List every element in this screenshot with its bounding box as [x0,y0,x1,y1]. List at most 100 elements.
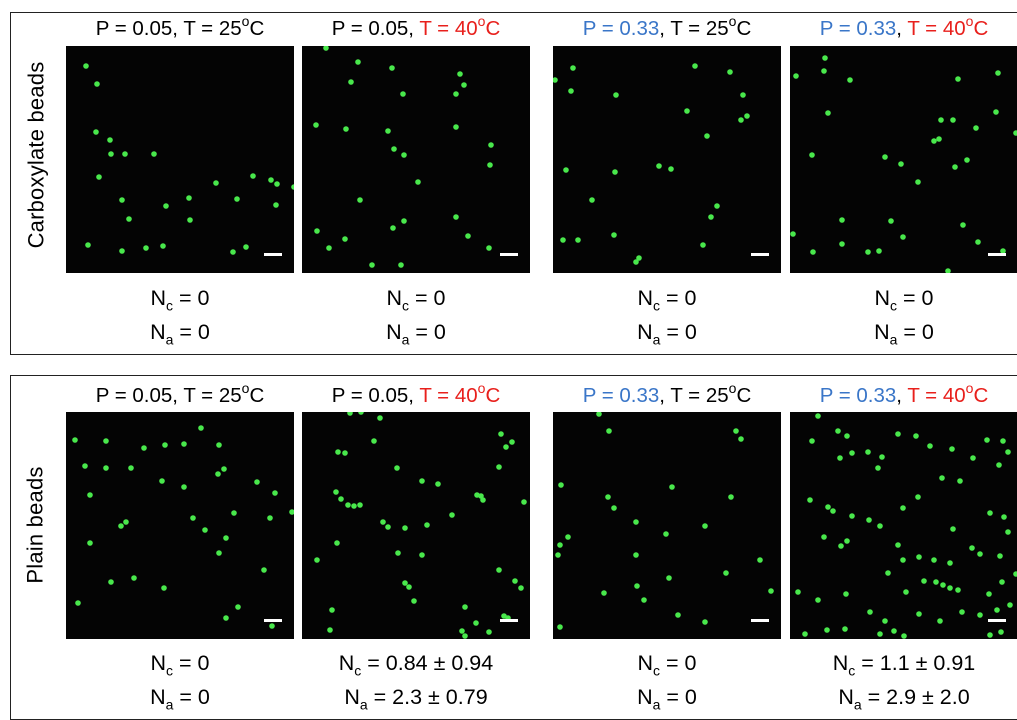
bead [509,439,515,445]
bead [457,71,463,77]
bead [369,262,375,268]
bead [160,243,166,249]
bead [950,526,956,532]
bead [518,585,524,591]
bead [947,585,953,591]
separator: , [659,384,671,407]
bead [557,542,563,548]
bead [939,475,945,481]
bead [272,490,278,496]
bead [668,166,674,172]
bead [876,248,882,254]
bead [85,242,91,248]
panel-title: P = 0.05, T = 40oC [292,14,540,44]
microscopy-image [302,46,530,273]
row-label-text: Plain beads [23,466,48,584]
bead [936,136,942,142]
na-value: Na = 0 [874,320,934,348]
bead [768,588,774,594]
bead [702,619,708,625]
bead [970,455,976,461]
bead [385,524,391,530]
bead [793,73,799,79]
bead [790,231,796,237]
bead [809,438,815,444]
bead-field [72,425,294,629]
bead [334,540,340,546]
bead [927,443,933,449]
bead [901,633,907,639]
bead [931,557,937,563]
bead [999,579,1005,585]
bead [704,133,710,139]
bead [940,582,946,588]
bead [75,600,81,606]
bead [289,509,294,515]
bead [231,510,237,516]
bead [824,627,830,633]
bead [998,629,1004,635]
panel-stats: Nc = 0 Na = 0 [547,646,787,714]
pressure-label: P = 0.05 [95,384,173,407]
bead [633,519,639,525]
bead [161,585,167,591]
bead [830,508,836,514]
bead [357,197,363,203]
bead [843,591,849,597]
na-value: Na = 0 [637,685,697,713]
bead [87,540,93,546]
nc-value: Nc = 1.1 ± 0.91 [832,651,976,679]
row-label-plain: Plain beads [16,410,56,640]
bead [496,464,502,470]
temperature-label: T = 40oC [907,380,989,407]
bead [119,197,125,203]
microscopy-image [790,46,1017,273]
bead [496,567,502,573]
bead [633,259,639,265]
bead [326,245,332,251]
panel-stats: Nc = 0 Na = 0 [547,281,787,349]
bead [835,428,841,434]
bead [380,519,386,525]
bead [611,505,617,511]
bead [230,249,236,255]
bead [143,245,149,251]
bead [815,597,821,603]
bead [825,110,831,116]
microscopy-image [553,412,781,639]
bead [96,174,102,180]
microscopy-image [302,412,530,639]
bead [187,217,193,223]
degree-superscript: o [241,13,250,30]
bead [700,242,706,248]
bead [933,579,939,585]
na-value: Na = 0 [386,320,446,348]
bead-field [314,412,527,639]
nc-value: Nc = 0 [637,651,697,679]
bead [82,463,88,469]
bead [915,494,921,500]
bead [821,68,827,74]
panel-title: P = 0.05, T = 40oC [292,381,540,411]
bead [844,433,850,439]
degree-superscript: o [241,380,250,397]
bead [634,583,640,589]
bead [411,598,417,604]
bead [243,244,249,250]
degree-superscript: o [728,13,737,30]
bead [385,128,391,134]
bead [162,442,168,448]
bead [612,169,618,175]
separator: , [659,17,671,40]
bead [371,438,377,444]
bead-field [553,63,750,265]
bead [480,497,486,503]
bead [879,454,885,460]
scale-bar [500,253,518,256]
bead [401,218,407,224]
bead [323,46,329,51]
bead [986,591,992,597]
bead [977,612,983,618]
bead [389,65,395,71]
row-label-carboxylate: Carboxylate beads [16,40,56,270]
